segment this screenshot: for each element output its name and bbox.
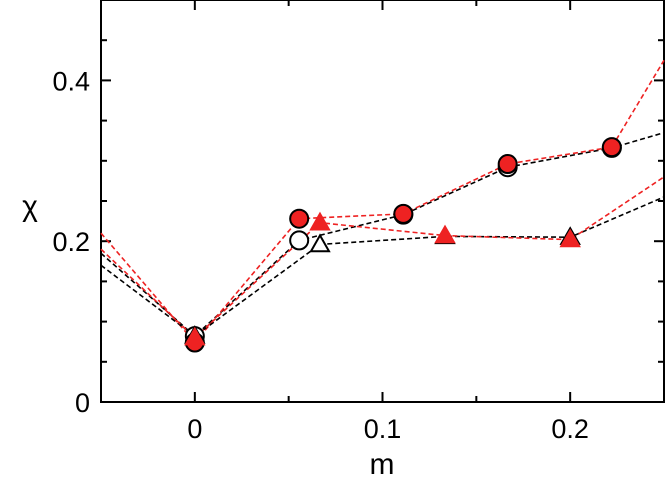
data-point	[184, 326, 206, 346]
data-point	[559, 228, 581, 248]
data-point	[601, 137, 622, 158]
x-tick-label: 0.2	[551, 414, 589, 444]
axis-ticks	[100, 0, 665, 403]
data-point	[289, 230, 310, 251]
data-point	[393, 203, 414, 224]
series-line-4	[100, 176, 665, 339]
y-axis-label: χ	[22, 190, 38, 223]
y-tick-label: 0.4	[52, 66, 90, 96]
data-point	[309, 211, 331, 231]
series-lines	[100, 59, 665, 344]
x-axis-label: m	[370, 448, 395, 481]
y-tick-label: 0	[75, 388, 90, 418]
series-line-1	[100, 131, 665, 338]
data-point	[497, 154, 518, 175]
series-line-3	[100, 196, 665, 338]
data-point	[434, 224, 456, 244]
data-point	[289, 208, 310, 229]
series-points	[184, 137, 622, 353]
data-point	[309, 233, 331, 253]
tick-labels: 0 0.1 0.2 0 0.2 0.4	[52, 66, 588, 444]
y-tick-label: 0.2	[52, 227, 90, 257]
x-tick-label: 0	[187, 414, 202, 444]
series-line-2	[100, 59, 665, 344]
x-tick-label: 0.1	[364, 414, 402, 444]
